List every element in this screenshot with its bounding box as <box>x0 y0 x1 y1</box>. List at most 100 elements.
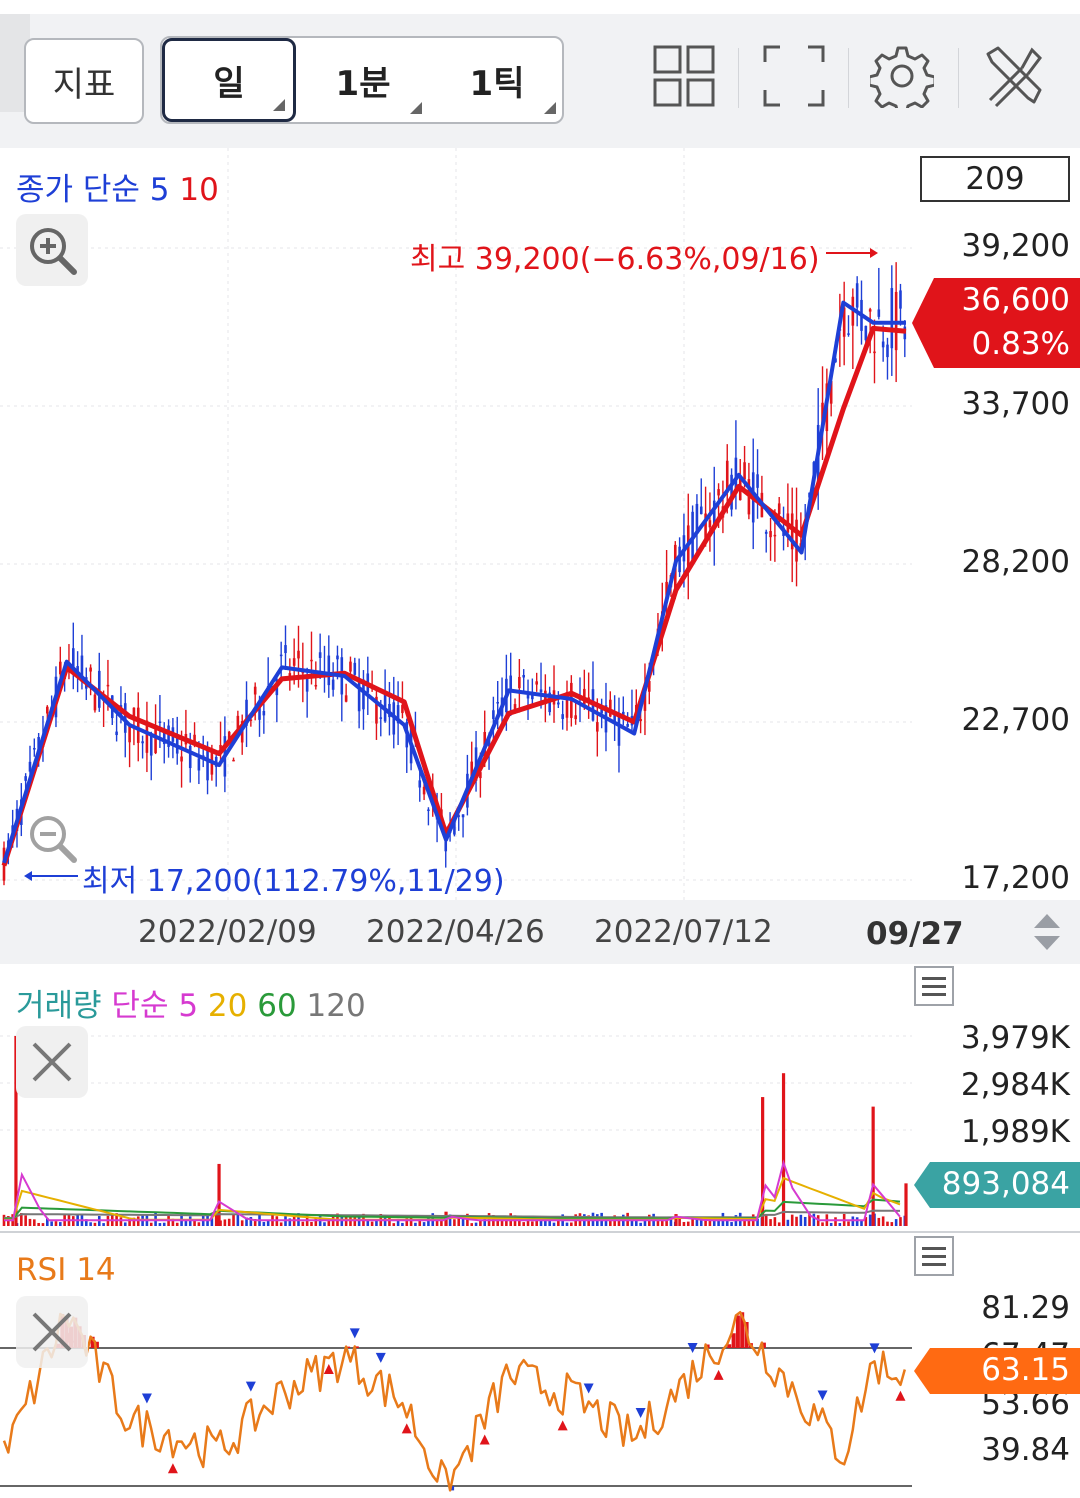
candle-body <box>314 684 318 687</box>
rsi-chart[interactable] <box>0 1236 1080 1498</box>
volume-bar <box>479 1219 482 1226</box>
date-axis <box>0 900 1080 964</box>
volume-bar <box>522 1222 525 1226</box>
volume-menu-icon[interactable] <box>914 966 954 1006</box>
volume-bar <box>28 1218 32 1226</box>
volume-bar <box>834 1217 837 1226</box>
candle-body <box>227 731 231 740</box>
volume-close-button[interactable] <box>16 1026 88 1098</box>
zoom-out-button[interactable] <box>14 800 86 872</box>
candle-body <box>557 702 560 705</box>
volume-bar <box>149 1222 153 1226</box>
volume-bar <box>401 1222 404 1226</box>
current-price-value: 36,600 <box>961 282 1070 318</box>
volume-bar <box>89 1222 92 1226</box>
rsi-current-badge <box>914 1348 1080 1394</box>
zoom-in-button[interactable] <box>16 214 88 286</box>
period-1min-tab[interactable]: 1분 <box>296 38 430 122</box>
period-day-tab[interactable]: 일 <box>162 38 296 122</box>
volume-bar-spike <box>781 1073 786 1226</box>
volume-bar <box>691 1218 694 1226</box>
rsi-overbought-fill <box>56 1312 766 1348</box>
candle-body <box>855 283 859 308</box>
candle-body <box>284 645 287 654</box>
candle-body <box>97 670 101 708</box>
candle-body <box>106 684 110 687</box>
candle-body <box>522 675 525 678</box>
data-count-box[interactable]: 209 <box>920 156 1070 202</box>
fullscreen-icon[interactable] <box>762 44 826 108</box>
volume-bar <box>548 1218 551 1226</box>
candle-body <box>418 780 422 788</box>
price-axis-label: 33,700 <box>961 386 1070 422</box>
candle-body <box>535 681 538 685</box>
grid-layout-icon[interactable] <box>652 44 716 108</box>
gear-icon[interactable] <box>870 44 934 108</box>
candle-body <box>821 402 824 424</box>
candle-body <box>829 381 833 404</box>
close-icon <box>32 1312 72 1352</box>
candle-body <box>877 309 881 317</box>
price-chart[interactable] <box>0 148 1080 900</box>
volume-bar <box>483 1217 487 1226</box>
volume-bar <box>314 1218 318 1226</box>
rsi-line <box>2 1310 907 1492</box>
volume-bar <box>128 1218 131 1226</box>
volume-bar <box>609 1220 612 1226</box>
volume-bar <box>877 1217 881 1226</box>
candle-body <box>427 809 430 812</box>
low-annotation: 최저 17,200(112.79%,11/29) <box>82 864 505 899</box>
candle-body <box>28 761 32 772</box>
volume-legend-title: 거래량 <box>16 988 102 1024</box>
volume-bar <box>669 1217 673 1226</box>
period-1tick-label: 1틱 <box>469 63 525 104</box>
volume-bar <box>366 1220 370 1226</box>
volume-ma5-line <box>4 1159 901 1222</box>
volume-legend-ma120: 120 <box>306 988 366 1024</box>
candle-body <box>773 534 777 537</box>
scroll-arrows-icon[interactable] <box>1030 910 1064 954</box>
volume-bar <box>660 1220 664 1226</box>
volume-bar <box>686 1221 690 1226</box>
candle-body <box>613 712 616 723</box>
rsi-close-button[interactable] <box>16 1296 88 1368</box>
tools-icon[interactable] <box>982 44 1046 108</box>
candle-body <box>777 503 781 515</box>
volume-bar <box>617 1219 621 1226</box>
candle-body <box>743 462 746 480</box>
volume-bar <box>453 1219 456 1226</box>
volume-bar <box>535 1219 538 1226</box>
candle-body <box>708 520 712 528</box>
volume-bar <box>747 1216 751 1226</box>
volume-bar <box>93 1222 97 1226</box>
volume-bar <box>829 1222 833 1226</box>
candle-body <box>310 659 313 662</box>
volume-bar <box>102 1223 105 1226</box>
candle-body <box>76 666 79 672</box>
date-label-current: 09/27 <box>866 916 964 952</box>
candle-body <box>639 719 642 722</box>
price-axis-label: 39,200 <box>961 228 1070 264</box>
period-selector: 일 1분 1틱 <box>160 36 564 124</box>
volume-bar <box>266 1220 270 1226</box>
candle-body <box>565 692 569 718</box>
period-1tick-tab[interactable]: 1틱 <box>430 38 564 122</box>
volume-bar-spike <box>904 1183 908 1226</box>
volume-bar <box>812 1213 816 1226</box>
volume-bar <box>470 1223 474 1226</box>
volume-bar <box>279 1222 283 1226</box>
rsi-axis-label: 39.84 <box>981 1432 1070 1468</box>
candle-body <box>457 815 461 817</box>
rsi-legend: RSI 14 <box>16 1252 116 1288</box>
candle-body <box>453 820 456 835</box>
volume-bar <box>41 1223 45 1226</box>
candle-body <box>136 707 140 743</box>
rsi-buy-arrow <box>895 1390 906 1401</box>
volume-bar <box>630 1218 634 1226</box>
indicator-button[interactable]: 지표 <box>24 38 144 124</box>
volume-chart[interactable] <box>0 964 1080 1234</box>
volume-bar <box>665 1218 668 1226</box>
volume-bar <box>323 1222 326 1226</box>
volume-bar <box>730 1222 733 1226</box>
rsi-menu-icon[interactable] <box>914 1236 954 1276</box>
